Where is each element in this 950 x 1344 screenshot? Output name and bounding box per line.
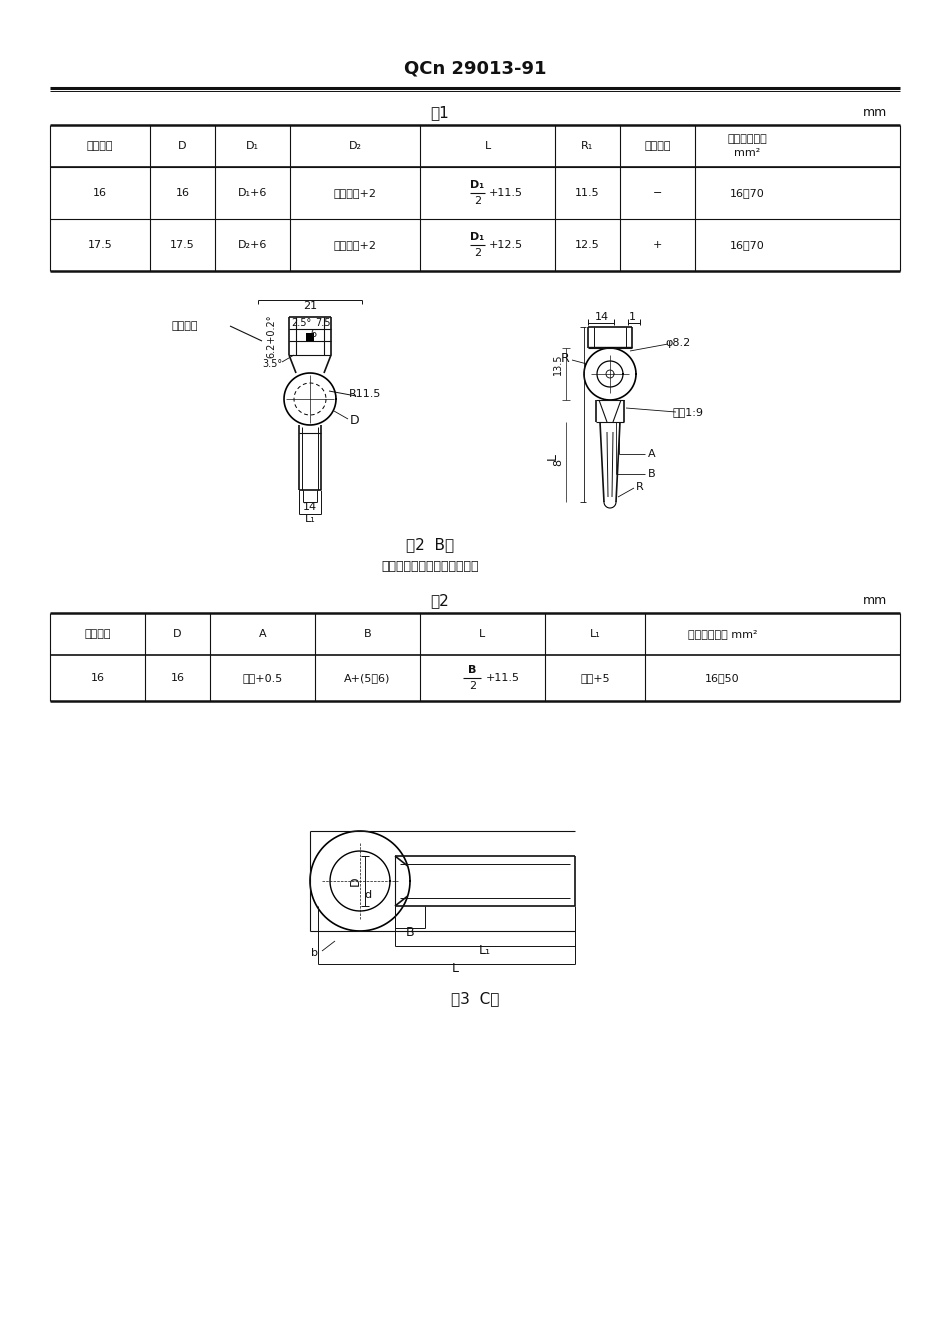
Text: 2: 2 [469, 681, 476, 691]
Text: 2.5°: 2.5° [291, 319, 312, 328]
Text: 线宽+5: 线宽+5 [580, 673, 610, 683]
Text: D₁: D₁ [470, 233, 484, 242]
Text: 12.5: 12.5 [575, 241, 599, 250]
Text: 16: 16 [176, 188, 189, 198]
Text: 11.5: 11.5 [575, 188, 599, 198]
Text: D₂: D₂ [349, 141, 362, 151]
Text: 3.5°: 3.5° [262, 359, 282, 370]
Text: 极性符号: 极性符号 [172, 321, 199, 331]
Text: R: R [560, 352, 569, 366]
Text: B: B [468, 665, 477, 675]
Text: A: A [648, 449, 656, 460]
Text: 2: 2 [474, 196, 481, 206]
Text: 适用导线截面: 适用导线截面 [728, 134, 768, 144]
Text: D: D [173, 629, 181, 638]
Text: mm²: mm² [734, 148, 761, 159]
Text: L: L [545, 453, 559, 461]
Text: b: b [312, 948, 318, 958]
Text: 标注＊尺寸的突起也可以右置: 标注＊尺寸的突起也可以右置 [381, 560, 479, 574]
Text: +11.5: +11.5 [488, 188, 522, 198]
Text: 17.5: 17.5 [170, 241, 195, 250]
Text: +11.5: +11.5 [485, 673, 520, 683]
Text: D: D [179, 141, 187, 151]
Text: B: B [364, 629, 371, 638]
Text: 表2: 表2 [430, 594, 449, 609]
Text: B: B [648, 469, 656, 478]
Text: L: L [484, 141, 490, 151]
Text: L₁: L₁ [590, 629, 600, 638]
Text: 16～70: 16～70 [731, 241, 765, 250]
Text: 表1: 表1 [430, 105, 449, 121]
Text: 图3  C型: 图3 C型 [451, 992, 499, 1007]
Text: R: R [636, 482, 644, 492]
Text: mm: mm [863, 594, 887, 607]
Text: 14: 14 [303, 503, 317, 512]
Text: 线芯外径+2: 线芯外径+2 [333, 241, 376, 250]
Text: QCn 29013-91: QCn 29013-91 [404, 59, 546, 77]
Text: 6: 6 [310, 329, 316, 339]
Text: 17.5: 17.5 [87, 241, 112, 250]
Text: φ8.2: φ8.2 [665, 337, 691, 348]
Text: 1: 1 [629, 312, 636, 323]
Text: A: A [258, 629, 266, 638]
Text: D: D [351, 414, 360, 427]
Text: +12.5: +12.5 [488, 241, 522, 250]
Text: 线厚+0.5: 线厚+0.5 [242, 673, 283, 683]
Text: +: + [653, 241, 662, 250]
Text: D₁: D₁ [470, 180, 484, 190]
Text: −: − [653, 188, 662, 198]
Text: R11.5: R11.5 [349, 388, 381, 399]
Text: L: L [480, 629, 485, 638]
Text: 8: 8 [553, 458, 563, 465]
Text: mm: mm [863, 106, 887, 120]
Text: L: L [451, 962, 459, 976]
Text: 极性符号: 极性符号 [644, 141, 671, 151]
Text: 适用导线截面 mm²: 适用导线截面 mm² [688, 629, 757, 638]
Text: B: B [406, 926, 414, 939]
Text: 6.2+0.2°: 6.2+0.2° [266, 314, 276, 358]
Text: 16: 16 [93, 188, 107, 198]
Text: 16: 16 [90, 673, 104, 683]
Text: A+(5～6): A+(5～6) [344, 673, 390, 683]
Text: d: d [365, 890, 371, 900]
Text: L₁: L₁ [305, 513, 315, 524]
Text: 21: 21 [303, 301, 317, 310]
Text: D: D [349, 876, 362, 886]
Text: 14: 14 [595, 312, 609, 323]
Text: 16～70: 16～70 [731, 188, 765, 198]
Text: 线芯外径+2: 线芯外径+2 [333, 188, 376, 198]
Text: D₂+6: D₂+6 [238, 241, 267, 250]
Text: 13.5: 13.5 [553, 353, 563, 375]
Text: 桩头直径: 桩头直径 [85, 629, 111, 638]
Text: 16～50: 16～50 [705, 673, 740, 683]
Text: R₁: R₁ [581, 141, 594, 151]
Text: 2: 2 [474, 249, 481, 258]
Text: L₁: L₁ [479, 945, 491, 957]
Text: 锥度1:9: 锥度1:9 [673, 407, 704, 417]
Text: D₁+6: D₁+6 [238, 188, 267, 198]
Text: 图2  B型: 图2 B型 [406, 538, 454, 552]
Text: D₁: D₁ [246, 141, 259, 151]
Polygon shape [306, 333, 314, 341]
Text: 7.5: 7.5 [315, 319, 331, 328]
Text: 桩头直径: 桩头直径 [86, 141, 113, 151]
Text: 16: 16 [170, 673, 184, 683]
